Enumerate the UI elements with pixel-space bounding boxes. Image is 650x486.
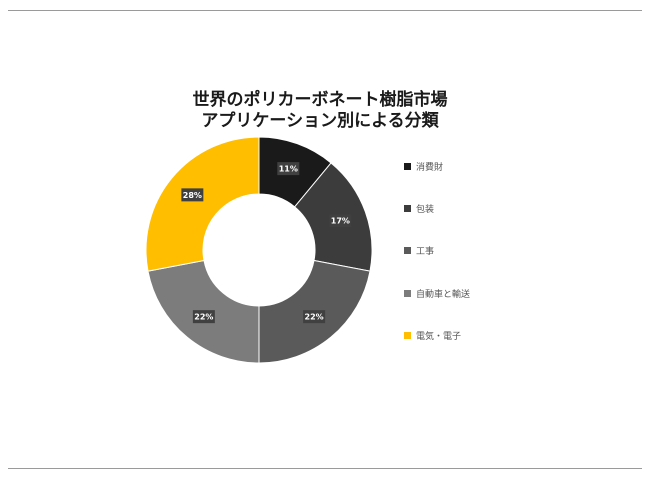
chart-title: 世界のポリカーボネート樹脂市場 アプリケーション別による分類 xyxy=(140,90,500,132)
data-label-text-1: 11% xyxy=(279,165,298,174)
data-label-text-3: 22% xyxy=(305,313,324,322)
data-label-text-2: 17% xyxy=(331,217,350,226)
legend-swatch-3 xyxy=(404,247,411,254)
legend-swatch-2 xyxy=(404,205,411,212)
legend-label-3: 工事 xyxy=(416,247,435,257)
data-label-bg-2 xyxy=(329,214,352,228)
legend-item-3: 工事 xyxy=(404,244,434,257)
data-label-text-4: 22% xyxy=(194,313,213,322)
legend-item-5: 電気・電子 xyxy=(404,329,461,342)
data-label-bg-3 xyxy=(303,310,326,324)
legend-item-2: 包装 xyxy=(404,202,434,215)
data-label-bg-5 xyxy=(181,188,204,202)
data-label-text-5: 28% xyxy=(183,191,202,200)
bottom-divider xyxy=(8,468,642,469)
legend-item-4: 自動車と輸送 xyxy=(404,287,470,300)
data-label-4: 22% xyxy=(192,310,215,324)
chart-title-line-2: アプリケーション別による分類 xyxy=(201,111,439,131)
legend-item-1: 消費財 xyxy=(404,160,443,173)
legend-swatch-4 xyxy=(404,290,411,297)
legend-swatch-5 xyxy=(404,332,411,339)
legend-label-1: 消費財 xyxy=(416,163,444,173)
data-label-3: 22% xyxy=(303,310,326,324)
data-label-5: 28% xyxy=(181,188,204,202)
chart-title-line-1: 世界のポリカーボネート樹脂市場 xyxy=(192,90,448,110)
legend-swatch-1 xyxy=(404,163,411,170)
data-label-2: 17% xyxy=(329,214,352,228)
legend-label-2: 包装 xyxy=(416,205,435,215)
data-label-1: 11% xyxy=(277,162,300,176)
donut-slice-5 xyxy=(145,136,260,272)
top-divider xyxy=(8,10,642,11)
data-label-bg-4 xyxy=(192,310,215,324)
legend-label-5: 電気・電子 xyxy=(416,332,462,342)
data-label-bg-1 xyxy=(277,162,300,176)
legend-label-4: 自動車と輸送 xyxy=(416,290,471,300)
